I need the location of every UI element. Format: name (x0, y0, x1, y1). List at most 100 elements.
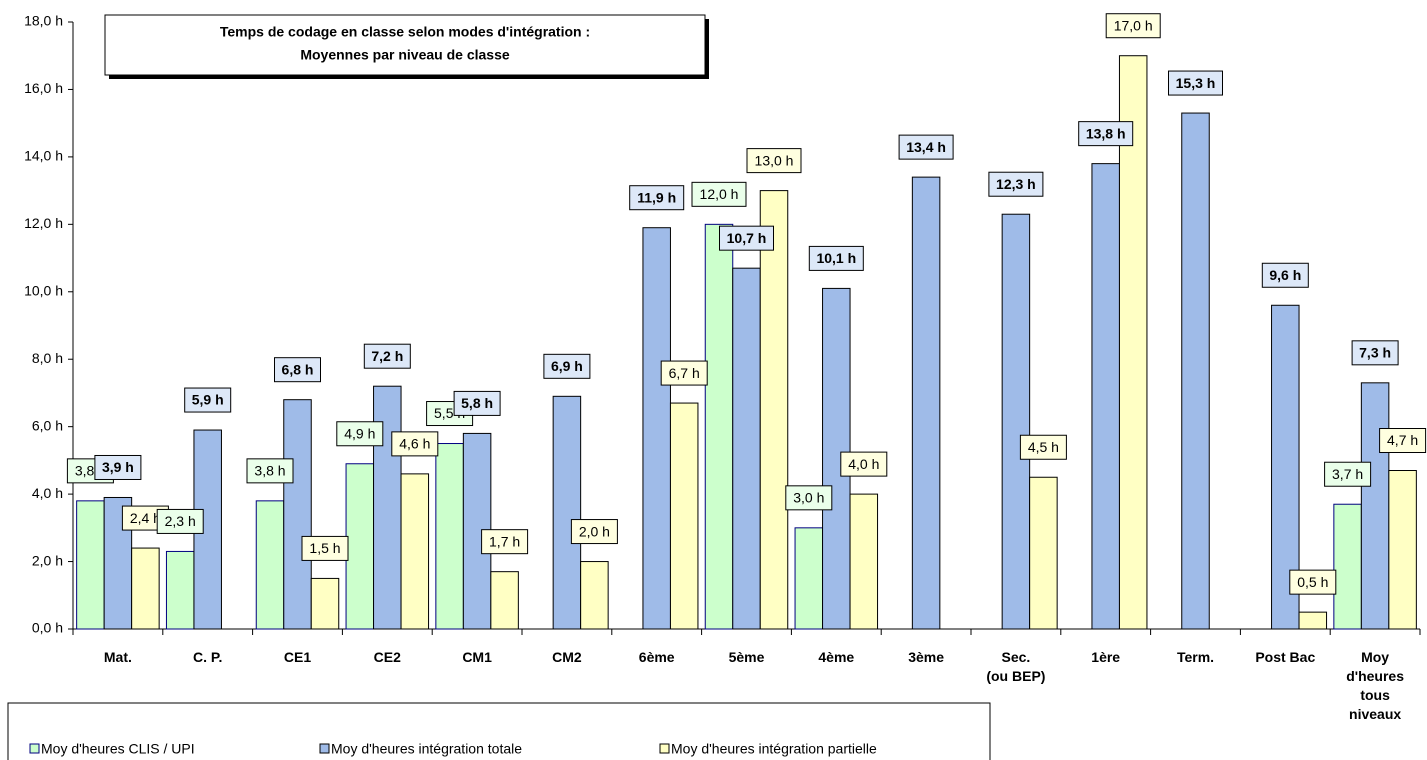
value-label: 7,3 h (1359, 345, 1391, 361)
value-label-box (840, 451, 888, 477)
value-label: 11,9 h (637, 189, 676, 205)
bar (76, 500, 105, 630)
x-tick-label: 5ème (729, 649, 765, 665)
value-label-box (156, 508, 204, 534)
value-label: 10,7 h (727, 230, 767, 246)
value-label-box (785, 485, 833, 511)
value-label: 1,5 h (309, 540, 340, 556)
value-label-box (746, 148, 802, 174)
value-label: 9,6 h (1269, 267, 1301, 283)
value-label-box (1078, 121, 1134, 147)
value-label: 17,0 h (1114, 17, 1153, 33)
bar (1091, 163, 1120, 630)
x-tick-label: CM2 (552, 649, 582, 665)
legend-label: Moy d'heures intégration partielle (671, 741, 877, 757)
bar (1360, 382, 1390, 630)
value-label-box (1261, 262, 1309, 288)
value-label-box (988, 171, 1044, 197)
legend-label: Moy d'heures CLIS / UPI (41, 741, 195, 757)
bar (131, 547, 160, 630)
bar (1029, 476, 1058, 630)
bar (345, 463, 375, 630)
x-tick-label: CE2 (374, 649, 401, 665)
value-label-box (1379, 428, 1427, 454)
value-label-box (1019, 434, 1067, 460)
value-label-box (719, 225, 774, 251)
y-tick-label: 4,0 h (32, 485, 63, 501)
value-label: 12,3 h (996, 176, 1036, 192)
value-label-box (543, 353, 591, 379)
value-label-box (1351, 340, 1399, 366)
value-label: 7,2 h (371, 348, 403, 364)
value-label: 3,8 h (254, 463, 285, 479)
value-label: 0,5 h (1297, 574, 1328, 590)
x-tick-label: CM1 (462, 649, 492, 665)
y-tick-label: 10,0 h (24, 282, 63, 298)
value-label-box (691, 181, 747, 207)
value-label: 13,8 h (1086, 125, 1126, 141)
x-tick-label: Mat. (104, 649, 132, 665)
bar (1388, 470, 1417, 630)
value-label-box (570, 519, 618, 545)
value-label: 2,0 h (579, 523, 610, 539)
chart-title: Moyennes par niveau de classe (300, 47, 510, 63)
value-label-box (1324, 461, 1372, 487)
bar (911, 176, 941, 630)
bar (669, 402, 699, 630)
x-tick-label: Post Bac (1255, 649, 1315, 665)
value-label-box (1289, 569, 1337, 595)
bar (1298, 611, 1328, 630)
value-label: 13,0 h (755, 152, 794, 168)
value-label: 6,9 h (551, 358, 583, 374)
value-label-box (808, 245, 864, 271)
bar (704, 223, 734, 630)
bar (1118, 55, 1148, 630)
x-tick-label: 1ère (1091, 649, 1120, 665)
bar (794, 527, 824, 630)
value-label: 2,3 h (165, 513, 196, 529)
value-label: 5,9 h (192, 392, 224, 408)
value-label: 15,3 h (1176, 75, 1216, 91)
bar (1181, 112, 1210, 630)
bar (580, 561, 609, 630)
value-label-box (629, 185, 685, 211)
value-label-box (898, 134, 954, 160)
legend-label: Moy d'heures intégration totale (331, 741, 522, 757)
x-tick-label: CE1 (284, 649, 311, 665)
bar (552, 395, 582, 630)
value-label-box (184, 387, 232, 413)
bar (310, 577, 340, 630)
bar (283, 399, 312, 630)
x-tick-label: Sec. (ou BEP) (986, 649, 1045, 684)
y-tick-label: 2,0 h (32, 552, 63, 568)
bar (1333, 503, 1362, 630)
value-label: 2,4 h (130, 510, 161, 526)
value-label: 4,6 h (399, 436, 430, 452)
value-label-box (336, 421, 384, 447)
value-label: 4,7 h (1387, 432, 1418, 448)
x-tick-label: 4ème (818, 649, 854, 665)
value-label-box (301, 535, 349, 561)
bar (435, 443, 464, 630)
y-tick-label: 18,0 h (24, 13, 63, 29)
value-label-box (363, 343, 411, 369)
value-label: 3,0 h (793, 490, 824, 506)
bar (400, 473, 430, 630)
bar (1001, 213, 1031, 630)
value-label-box (1105, 13, 1161, 39)
value-label-box (94, 454, 142, 480)
value-label: 12,0 h (700, 186, 739, 202)
y-tick-label: 0,0 h (32, 620, 63, 636)
value-label: 6,8 h (282, 361, 314, 377)
value-label: 5,8 h (461, 395, 493, 411)
x-tick-label: Moy d'heures tous niveaux (1346, 649, 1404, 722)
value-label: 4,0 h (848, 456, 879, 472)
value-label: 4,9 h (344, 425, 375, 441)
legend-swatch (319, 743, 330, 754)
bar (642, 227, 671, 630)
value-label: 10,1 h (816, 250, 856, 266)
value-label-box (453, 390, 501, 416)
value-label-box (1168, 70, 1223, 96)
x-tick-label: 3ème (908, 649, 944, 665)
